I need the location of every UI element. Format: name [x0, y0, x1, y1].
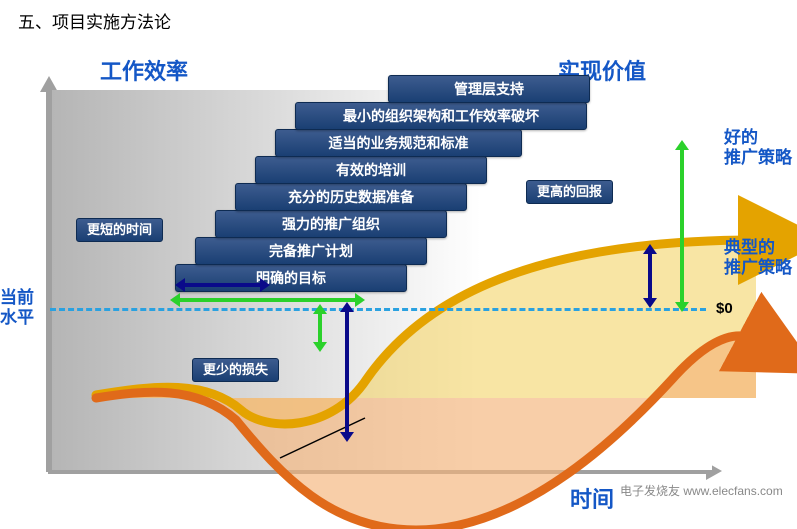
page-title: 五、项目实施方法论 [18, 8, 171, 33]
watermark: 电子发烧友 www.elecfans.com [620, 482, 783, 499]
current-level-line2: 水平 [0, 308, 34, 327]
green-v-small-arrow-icon [318, 314, 322, 342]
step-bar: 有效的培训 [255, 156, 487, 184]
pill-less-loss: 更少的损失 [192, 358, 279, 382]
navy-h-arrow-icon [185, 283, 260, 287]
good-strategy-label: 好的 推广策略 [724, 128, 792, 168]
navy-v-mid-arrow-icon [345, 312, 349, 432]
typical-strategy-label: 典型的 推广策略 [724, 238, 792, 278]
navy-v-right-arrow-icon [648, 254, 652, 298]
y-axis-label-left: 工作效率 [100, 54, 188, 86]
good-strategy-line1: 好的 [724, 128, 758, 147]
step-bar: 适当的业务规范和标准 [275, 129, 522, 157]
current-level-line1: 当前 [0, 288, 34, 307]
step-bar: 最小的组织架构和工作效率破坏 [295, 102, 587, 130]
diagram-root: { "title": "五、项目实施方法论", "axis_top_left":… [0, 0, 797, 529]
typical-strategy-line2: 推广策略 [724, 258, 792, 277]
green-h-arrow-icon [180, 298, 355, 302]
step-bar: 充分的历史数据准备 [235, 183, 467, 211]
pill-higher-return: 更高的回报 [526, 180, 613, 204]
good-strategy-line2: 推广策略 [724, 148, 792, 167]
baseline-zero-label: $0 [716, 300, 733, 317]
step-bar: 完备推广计划 [195, 237, 427, 265]
pill-shorter-time: 更短的时间 [76, 218, 163, 242]
typical-strategy-line1: 典型的 [724, 238, 775, 257]
x-axis-label: 时间 [570, 482, 614, 514]
step-bar: 强力的推广组织 [215, 210, 447, 238]
step-bar: 管理层支持 [388, 75, 590, 103]
current-level-label: 当前 水平 [0, 288, 34, 328]
baseline [50, 308, 706, 311]
green-v-right-arrow-icon [680, 150, 684, 302]
step-bar: 明确的目标 [175, 264, 407, 292]
